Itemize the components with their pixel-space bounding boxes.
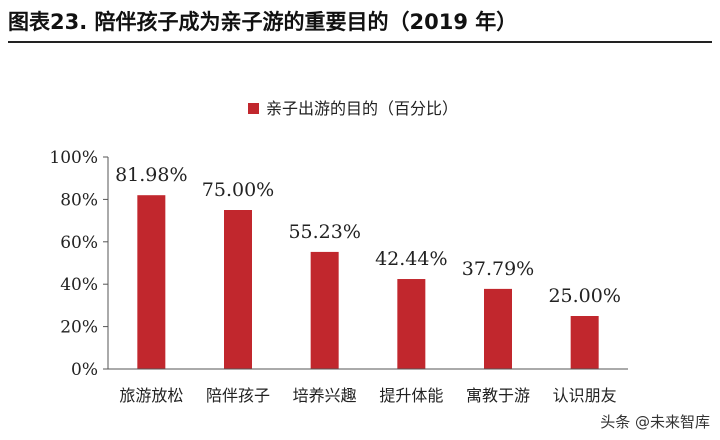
y-tick-label: 40%	[60, 275, 98, 295]
bar	[484, 288, 512, 369]
y-tick-label: 0%	[71, 360, 98, 380]
chart-legend: 亲子出游的目的（百分比）	[248, 99, 458, 118]
data-label: 25.00%	[548, 285, 620, 307]
bar	[310, 251, 339, 369]
data-label: 42.44%	[375, 248, 447, 270]
y-tick-label: 80%	[60, 190, 98, 210]
y-axis: 0% 20% 40% 60% 80% 100%	[49, 148, 109, 380]
y-tick-label: 60%	[60, 233, 98, 253]
x-axis: 旅游放松 陪伴孩子 培养兴趣 提升体能 寓教于游 认识朋友	[108, 368, 628, 405]
data-label: 75.00%	[202, 179, 274, 201]
y-tick-label: 100%	[49, 148, 98, 168]
legend-swatch	[248, 103, 259, 114]
watermark: 头条 @未来智库	[600, 413, 710, 431]
x-category-label: 寓教于游	[466, 386, 530, 405]
legend-label: 亲子出游的目的（百分比）	[266, 99, 458, 118]
y-tick-label: 20%	[60, 318, 98, 338]
bar	[137, 195, 166, 369]
data-label: 81.98%	[115, 164, 187, 186]
data-label: 55.23%	[288, 221, 360, 243]
figure-title: 图表23. 陪伴孩子成为亲子游的重要目的（2019 年）	[8, 10, 518, 34]
title-divider	[8, 41, 712, 43]
bar	[397, 279, 426, 369]
bar	[224, 210, 252, 369]
bar	[570, 316, 599, 369]
x-category-label: 提升体能	[379, 386, 443, 405]
x-category-label: 陪伴孩子	[206, 386, 270, 405]
x-category-label: 认识朋友	[553, 386, 617, 405]
x-category-label: 培养兴趣	[293, 386, 357, 405]
data-label: 37.79%	[462, 258, 534, 280]
bar-series: 81.98% 75.00% 55.23% 42.44% 37.79% 25.00%	[115, 164, 621, 369]
x-category-label: 旅游放松	[119, 386, 183, 405]
